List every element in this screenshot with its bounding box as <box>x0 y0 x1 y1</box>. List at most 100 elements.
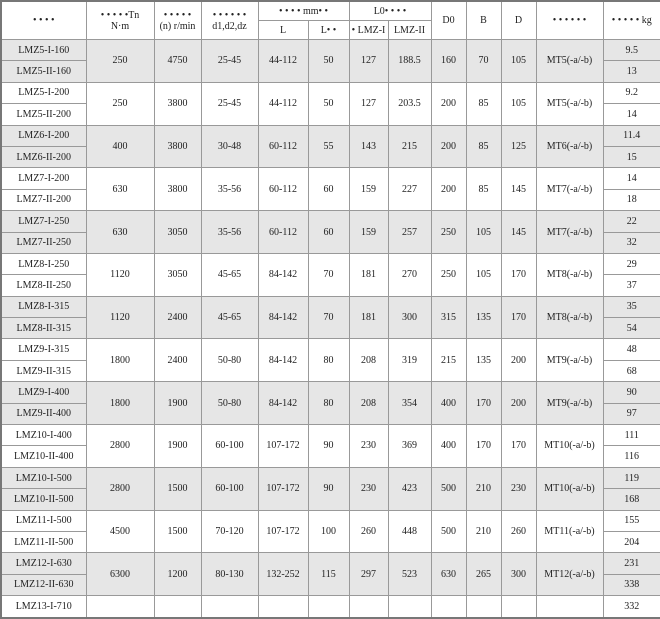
l0i-cell: 159 <box>348 167 389 212</box>
l0ii-cell: 257 <box>387 210 432 254</box>
weight-cell: 35 <box>602 295 660 319</box>
l0ii-cell: 423 <box>387 466 432 511</box>
n-cell: 1900 <box>153 424 202 468</box>
D-cell: 170 <box>500 295 537 340</box>
L-cell: 107-172 <box>257 424 309 468</box>
weight-cell: 204 <box>602 530 660 554</box>
B-cell: 85 <box>465 124 502 169</box>
model-cell: LMZ8-II-315 <box>0 317 87 340</box>
model-cell: LMZ5-II-160 <box>0 60 87 83</box>
l0i-cell: 181 <box>348 295 389 340</box>
L1-cell: 115 <box>307 552 350 597</box>
table-row: LMZ7-I-250 630 3050 35-56 60-112 60 159 257 250 1… <box>0 210 660 254</box>
pad-cell: MT8(-a/-b) <box>535 252 604 297</box>
n-cell: 3800 <box>153 81 202 126</box>
n-cell: 3800 <box>153 124 202 169</box>
weight-cell: 32 <box>602 231 660 254</box>
pad-cell: MT7(-a/-b) <box>535 210 604 254</box>
model-cell: LMZ11-I-500 <box>0 509 87 532</box>
n-cell: 1900 <box>153 381 202 426</box>
d-cell <box>200 595 259 619</box>
tn-cell: 1120 <box>85 252 155 297</box>
D-cell: 170 <box>500 252 537 297</box>
weight-cell: 332 <box>602 595 660 619</box>
model-cell: LMZ10-I-400 <box>0 424 87 447</box>
L1-cell: 80 <box>307 338 350 383</box>
L-cell: 107-172 <box>257 509 309 554</box>
n-cell <box>153 595 202 619</box>
n-cell: 2400 <box>153 338 202 383</box>
L1-cell: 100 <box>307 509 350 554</box>
d-cell: 60-100 <box>200 466 259 511</box>
header-L1: L• • <box>307 20 350 40</box>
pad-cell: MT11(-a/-b) <box>535 509 604 554</box>
model-cell: LMZ13-I-710 <box>0 595 87 619</box>
B-cell: 210 <box>465 509 502 554</box>
table-row: LMZ11-II-500 204 <box>0 530 660 554</box>
weight-cell: 155 <box>602 509 660 532</box>
weight-cell: 37 <box>602 274 660 297</box>
pad-cell: MT5(-a/-b) <box>535 39 604 83</box>
l0ii-cell: 203.5 <box>387 81 432 126</box>
model-cell: LMZ9-II-315 <box>0 359 87 383</box>
l0i-cell: 208 <box>348 338 389 383</box>
D0-cell: 630 <box>430 552 467 597</box>
l0i-cell: 208 <box>348 381 389 426</box>
table-row: LMZ5-I-200 250 3800 25-45 44-112 50 127 203.5 20… <box>0 81 660 126</box>
model-cell: LMZ8-I-315 <box>0 295 87 319</box>
D-cell: 230 <box>500 466 537 511</box>
tn-cell: 2800 <box>85 424 155 468</box>
table-row: LMZ8-II-250 37 <box>0 274 660 297</box>
header-speed: • • • • • (n) r/min <box>153 0 202 40</box>
D-cell: 200 <box>500 381 537 426</box>
model-cell: LMZ8-II-250 <box>0 274 87 297</box>
D-cell: 200 <box>500 338 537 383</box>
tn-cell: 4500 <box>85 509 155 554</box>
model-cell: LMZ5-I-200 <box>0 81 87 105</box>
l0ii-cell: 354 <box>387 381 432 426</box>
n-cell: 4750 <box>153 39 202 83</box>
weight-cell: 9.2 <box>602 81 660 105</box>
L1-cell: 50 <box>307 39 350 83</box>
D0-cell: 200 <box>430 124 467 169</box>
weight-cell: 29 <box>602 252 660 276</box>
l0ii-cell: 448 <box>387 509 432 554</box>
D0-cell <box>430 595 467 619</box>
weight-cell: 14 <box>602 103 660 126</box>
n-cell: 1500 <box>153 466 202 511</box>
B-cell: 170 <box>465 381 502 426</box>
D0-cell: 250 <box>430 252 467 297</box>
l0i-cell: 143 <box>348 124 389 169</box>
weight-cell: 9.5 <box>602 38 660 62</box>
L-cell: 84-142 <box>257 295 309 340</box>
weight-cell: 54 <box>602 317 660 340</box>
l0ii-cell: 523 <box>387 552 432 597</box>
weight-cell: 119 <box>602 466 660 490</box>
tn-cell: 400 <box>85 124 155 169</box>
table-row: LMZ5-II-160 13 <box>0 60 660 83</box>
table-row: LMZ10-I-500 2800 1500 60-100 107-172 90 230 423… <box>0 466 660 511</box>
l0ii-cell: 300 <box>387 295 432 340</box>
l0i-cell: 127 <box>348 81 389 126</box>
D0-cell: 200 <box>430 81 467 126</box>
d-cell: 50-80 <box>200 381 259 426</box>
l0i-cell: 159 <box>348 210 389 254</box>
n-cell: 3800 <box>153 167 202 212</box>
B-cell: 210 <box>465 466 502 511</box>
d-cell: 70-120 <box>200 509 259 554</box>
model-cell: LMZ7-I-250 <box>0 210 87 233</box>
header-weight: • • • • • kg <box>602 0 660 40</box>
l0i-cell: 297 <box>348 552 389 597</box>
header-model: • • • • <box>0 0 87 40</box>
pad-cell: MT12(-a/-b) <box>535 552 604 597</box>
D0-cell: 400 <box>430 424 467 468</box>
D-cell: 105 <box>500 81 537 126</box>
table-row: LMZ6-I-200 400 3800 30-48 60-112 55 143 215 200 8… <box>0 124 660 169</box>
weight-cell: 13 <box>602 60 660 83</box>
table-row: LMZ9-II-315 68 <box>0 359 660 383</box>
weight-cell: 11.4 <box>602 124 660 147</box>
pad-cell: MT9(-a/-b) <box>535 338 604 383</box>
tn-cell: 250 <box>85 81 155 126</box>
pad-cell <box>535 595 604 619</box>
